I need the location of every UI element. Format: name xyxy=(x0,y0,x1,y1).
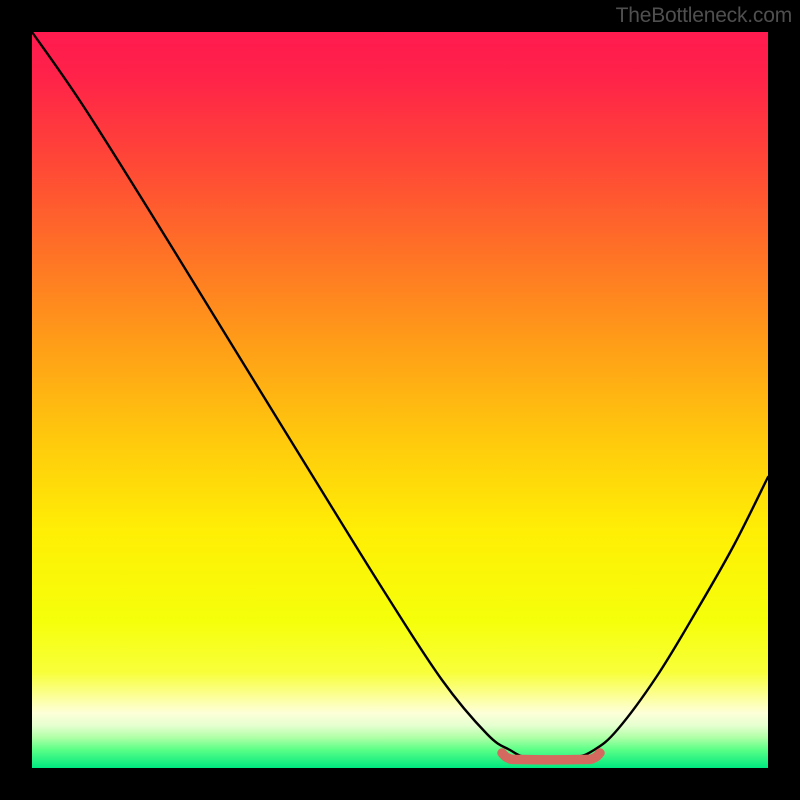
attribution-text: TheBottleneck.com xyxy=(616,4,792,28)
plot-background-gradient xyxy=(32,32,768,768)
bottleneck-chart xyxy=(0,0,800,800)
chart-container: TheBottleneck.com xyxy=(0,0,800,800)
